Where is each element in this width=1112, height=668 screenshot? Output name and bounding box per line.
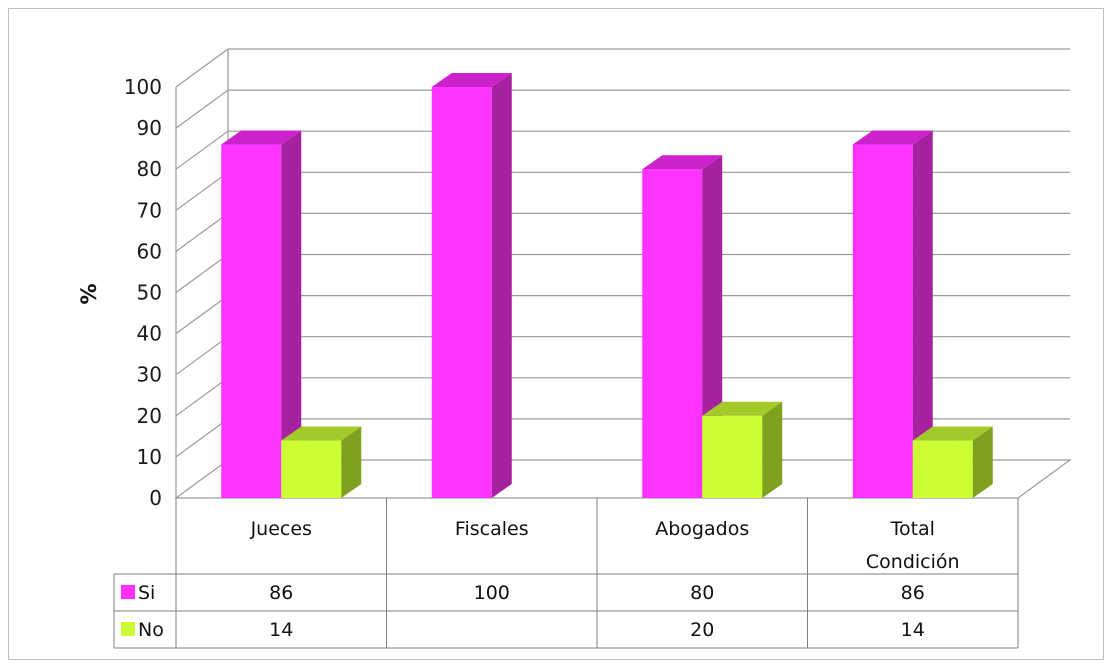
y-tick-label: 40: [137, 322, 162, 346]
bar-no-0: [281, 440, 342, 498]
legend-key-si: [121, 585, 135, 599]
legend-label: Si: [138, 582, 155, 604]
gridline-diagonal: [175, 295, 229, 335]
bar-no-2: [702, 415, 763, 498]
bar-no-3-side: [972, 426, 993, 498]
bar-si-0-side: [281, 130, 302, 499]
bar-si-0-top: [221, 130, 302, 145]
y-tick-label: 90: [137, 116, 162, 140]
chart-frame: [8, 8, 1104, 660]
bar-si-3-top: [852, 130, 933, 145]
gridline-diagonal: [175, 48, 229, 88]
gridline-diagonal: [175, 418, 229, 458]
category-label: Abogados: [655, 518, 749, 540]
gridline-diagonal: [175, 89, 229, 129]
y-tick-label: 10: [137, 445, 162, 469]
data-label: 86: [901, 582, 925, 604]
y-tick-label: 60: [137, 239, 162, 263]
data-label: 20: [690, 619, 714, 641]
bar-si-0: [221, 144, 282, 499]
legend-key-no: [121, 622, 135, 636]
bar-no-0-side: [341, 426, 362, 498]
gridline-diagonal: [175, 336, 229, 376]
data-label: 86: [269, 582, 293, 604]
bar-si-1: [431, 87, 492, 498]
category-label: Condición: [866, 551, 960, 573]
bar-no-3: [912, 440, 973, 498]
bar-si-3: [852, 144, 913, 499]
data-label: 80: [690, 582, 714, 604]
gridline-diagonal: [175, 254, 229, 293]
bar-no-0-top: [281, 426, 362, 441]
data-label: 100: [474, 582, 510, 604]
bar-no-3-top: [912, 426, 993, 441]
y-tick-label: 100: [124, 75, 162, 99]
gridline-diagonal: [175, 171, 229, 211]
data-label: 14: [901, 619, 925, 641]
y-tick-label: 30: [137, 363, 162, 387]
bar-si-3-side: [912, 130, 933, 499]
gridline-diagonal: [175, 377, 229, 417]
bar-si-1-side: [491, 73, 512, 498]
bar-si-2: [642, 169, 703, 498]
bar-no-2-side: [762, 401, 783, 498]
y-tick-label: 70: [137, 198, 162, 222]
category-label: Total: [890, 518, 935, 540]
data-label: 14: [269, 619, 293, 641]
category-label: Jueces: [250, 518, 312, 540]
y-tick-label: 50: [137, 281, 162, 305]
bar-si-2-top: [642, 155, 723, 170]
bar-no-2-top: [702, 401, 783, 416]
y-tick-label: 20: [137, 404, 162, 428]
category-label: Fiscales: [455, 518, 529, 540]
y-tick-label: 0: [149, 486, 162, 510]
bar-si-1-top: [431, 73, 512, 87]
gridline-diagonal: [175, 212, 229, 252]
gridline-diagonal: [175, 130, 229, 170]
y-axis-title: %: [77, 283, 101, 304]
y-tick-label: 80: [137, 157, 162, 181]
legend-label: No: [138, 619, 164, 641]
